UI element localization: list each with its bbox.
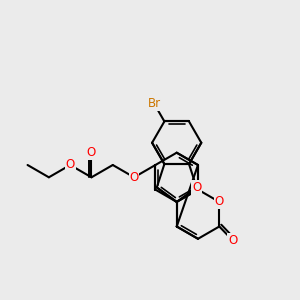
Text: Br: Br	[147, 97, 161, 110]
Text: O: O	[65, 158, 75, 172]
Text: O: O	[130, 171, 139, 184]
Text: O: O	[228, 234, 237, 247]
Text: O: O	[215, 195, 224, 208]
Text: O: O	[192, 181, 201, 194]
Text: O: O	[87, 146, 96, 159]
